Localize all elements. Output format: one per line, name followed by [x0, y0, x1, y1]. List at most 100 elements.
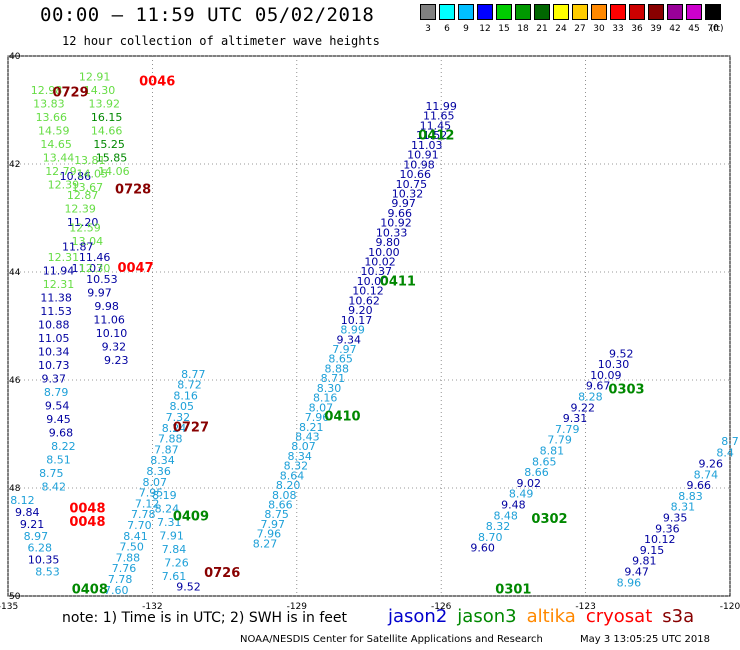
wave-height-point: 9.66	[686, 479, 711, 492]
y-tick-label: 44	[9, 268, 21, 278]
wave-height-point: 7.84	[162, 543, 187, 556]
wave-height-point: 9.68	[49, 427, 74, 440]
legend-item-cryosat: cryosat	[585, 606, 653, 627]
x-tick-label: -129	[287, 602, 308, 612]
color-scale-swatch	[572, 4, 588, 20]
pass-time-label: 0046	[139, 75, 175, 90]
wave-height-point: 8.32	[284, 460, 309, 473]
y-tick-label: 50	[9, 592, 21, 602]
footer-note: note: 1) Time is in UTC; 2) SWH is in fe…	[62, 610, 348, 626]
wave-height-point: 10.35	[28, 554, 60, 567]
wave-height-point: 10.53	[86, 273, 118, 286]
x-tick-label: -126	[431, 602, 452, 612]
wave-height-point: 14.05	[76, 168, 108, 181]
wave-height-point: 7.60	[104, 584, 129, 597]
wave-height-point: 6.28	[28, 542, 53, 555]
wave-height-point: 9.67	[586, 380, 611, 393]
legend-item-s3a: s3a	[662, 606, 695, 627]
color-scale-swatch	[648, 4, 664, 20]
wave-height-point: 11.20	[67, 216, 99, 229]
wave-height-point: 10.09	[590, 369, 622, 382]
wave-height-point: 14.59	[38, 124, 70, 137]
wave-height-point: 8.53	[35, 565, 60, 578]
wave-height-point: 14.06	[98, 165, 130, 178]
wave-height-point: 9.97	[391, 197, 416, 210]
wave-height-point: 10.00	[357, 275, 389, 288]
color-scale-label: 12	[479, 24, 491, 34]
wave-height-point: 7.96	[305, 411, 330, 424]
wave-height-point: 10.02	[364, 256, 396, 269]
wave-height-point: 7.95	[139, 487, 164, 500]
color-scale-label: 27	[574, 24, 586, 34]
wave-height-point: 9.36	[655, 522, 680, 535]
wave-height-point: 9.32	[102, 340, 127, 353]
color-scale-swatch	[591, 4, 607, 20]
color-scale-swatch	[534, 4, 550, 20]
wave-height-point: 9.54	[45, 400, 70, 413]
pass-time-label: 0412	[418, 129, 454, 144]
wave-height-point: 8.24	[155, 502, 180, 515]
wave-height-point: 7.26	[164, 556, 189, 569]
wave-height-point: 8.34	[150, 454, 175, 467]
wave-height-point: 7.97	[332, 343, 357, 356]
wave-height-point: 11.03	[411, 139, 443, 152]
wave-height-point: 7.91	[159, 529, 184, 542]
pass-time-label: 0411	[380, 275, 416, 290]
legend-item-altika: altika	[526, 606, 576, 627]
wave-height-point: 10.75	[396, 178, 428, 191]
wave-height-point: 7.97	[260, 518, 285, 531]
wave-height-point: 8.79	[44, 386, 69, 399]
wave-height-point: 8.22	[51, 440, 76, 453]
wave-height-point: 7.88	[158, 433, 183, 446]
wave-height-point: 9.15	[640, 544, 665, 557]
wave-height-point: 8.41	[123, 530, 148, 543]
wave-height-point: 7.87	[154, 443, 179, 456]
color-scale-label: 33	[612, 24, 624, 34]
wave-height-point: 8.42	[41, 481, 66, 494]
x-tick-label: -132	[142, 602, 162, 612]
color-scale-label: 6	[444, 24, 450, 34]
wave-height-point: 8.65	[328, 353, 353, 366]
wave-height-point: 13.44	[43, 151, 75, 164]
wave-height-point: 8.08	[272, 489, 297, 502]
wave-height-point: 11.38	[40, 292, 72, 305]
x-tick-label: -135	[0, 602, 18, 612]
wave-height-point: 7.12	[135, 497, 160, 510]
y-tick-label: 48	[9, 484, 21, 494]
wave-height-point: 12.39	[48, 178, 80, 191]
pass-time-label: 0729	[52, 86, 88, 101]
y-tick-label: 42	[9, 160, 20, 170]
wave-height-point: 7.78	[131, 508, 156, 521]
wave-height-point: 13.92	[89, 97, 121, 110]
wave-height-point: 10.33	[376, 226, 408, 239]
wave-height-point: 13.67	[72, 181, 104, 194]
color-scale-swatch	[610, 4, 626, 20]
wave-height-point: 8.20	[276, 479, 301, 492]
x-tick-label: -123	[575, 602, 595, 612]
wave-height-point: 8.05	[170, 400, 195, 413]
wave-height-point: 8.34	[287, 450, 312, 463]
wave-height-point: 8.4	[716, 447, 734, 460]
wave-height-point: 9.66	[388, 207, 413, 220]
color-scale-swatch	[629, 4, 645, 20]
wave-height-point: 9.45	[46, 413, 71, 426]
wave-height-point: 9.34	[337, 333, 362, 346]
wave-height-point: 8.81	[540, 445, 565, 458]
wave-height-point: 8.27	[253, 537, 278, 550]
wave-height-point: 9.81	[632, 555, 657, 568]
wave-height-point: 7.79	[555, 423, 580, 436]
pass-time-label: 0047	[117, 261, 153, 276]
color-scale-label: 9	[463, 24, 469, 34]
wave-height-point: 12.98	[31, 84, 63, 97]
chart-title: 00:00 – 11:59 UTC 05/02/2018	[40, 4, 375, 26]
legend-item-jason2: jason2	[388, 606, 448, 627]
color-scale-swatch	[705, 4, 721, 20]
wave-height-point: 10.00	[368, 246, 400, 259]
wave-height-point: 8.31	[671, 501, 696, 514]
wave-height-point: 8.75	[39, 467, 64, 480]
wave-height-point: 8.07	[291, 440, 316, 453]
wave-height-point: 7.70	[127, 519, 152, 532]
wave-height-point: 12.59	[69, 222, 101, 235]
color-scale-swatch	[477, 4, 493, 20]
wave-height-point: 10.32	[392, 187, 424, 200]
